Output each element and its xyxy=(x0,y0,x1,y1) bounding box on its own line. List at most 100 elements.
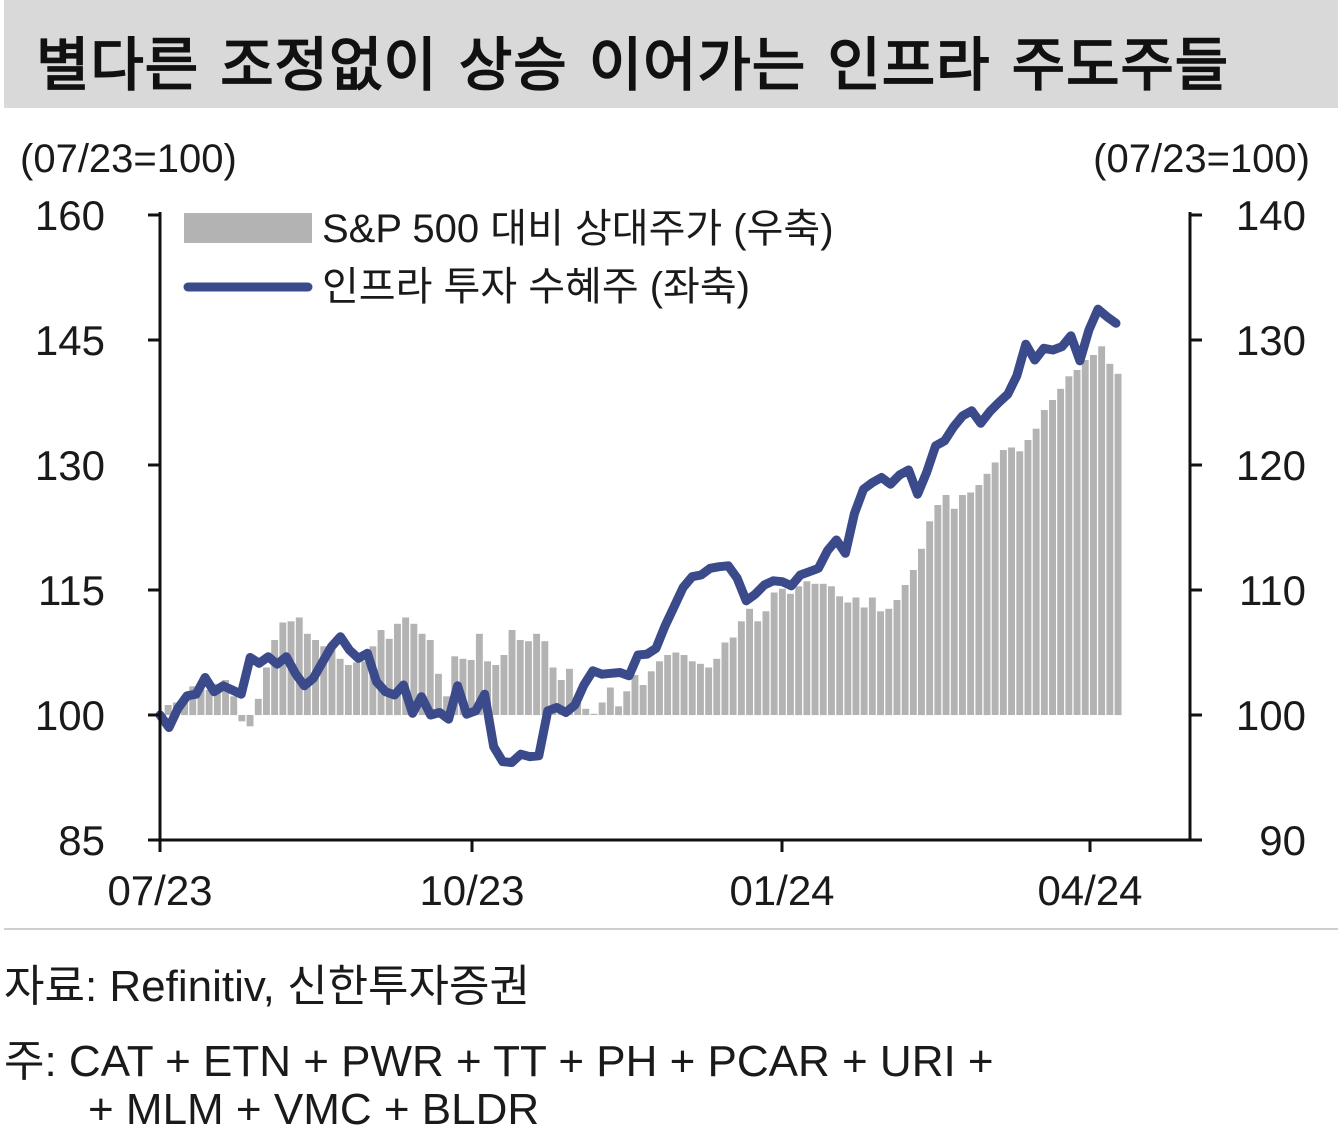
x-tick-label-3: 04/24 xyxy=(1037,867,1142,914)
bar-14 xyxy=(271,640,279,715)
bar-43 xyxy=(508,630,516,715)
bar-107 xyxy=(1032,428,1040,715)
bar-57 xyxy=(623,691,631,716)
bar-46 xyxy=(533,633,541,716)
x-tick-label-0: 07/23 xyxy=(107,867,212,914)
bar-9 xyxy=(230,696,238,716)
bar-45 xyxy=(525,641,532,715)
bar-60 xyxy=(647,671,655,716)
bar-30 xyxy=(402,617,410,715)
right-axis-unit: (07/23=100) xyxy=(1093,137,1310,181)
legend: S&P 500 대비 상대주가 (우축) 인프라 투자 수혜주 (좌축) xyxy=(183,207,834,309)
bar-42 xyxy=(500,655,508,715)
x-tick-label-2: 01/24 xyxy=(729,867,834,914)
bar-63 xyxy=(672,652,680,715)
bar-69 xyxy=(721,642,729,715)
left-tick-label-160: 160 xyxy=(35,192,105,239)
bar-22 xyxy=(336,658,344,716)
bar-67 xyxy=(705,667,713,715)
bar-4 xyxy=(189,686,197,716)
bar-25 xyxy=(361,661,369,716)
bar-103 xyxy=(999,450,1007,715)
bar-65 xyxy=(688,661,696,716)
bar-90 xyxy=(893,600,901,715)
bar-23 xyxy=(344,665,352,715)
legend-bar-swatch xyxy=(184,213,312,243)
right-tick-label-110: 110 xyxy=(1239,567,1306,614)
bar-54 xyxy=(598,702,606,715)
bar-8 xyxy=(222,680,229,715)
bar-84 xyxy=(844,602,852,715)
bar-101 xyxy=(983,473,991,716)
bar-113 xyxy=(1081,360,1089,715)
bar-79 xyxy=(803,581,811,716)
bar-48 xyxy=(549,667,557,715)
bar-97 xyxy=(950,508,958,716)
bar-83 xyxy=(836,596,844,716)
line-series-infra-stocks xyxy=(155,304,1121,767)
bar-64 xyxy=(680,655,688,715)
bar-68 xyxy=(713,658,721,716)
bar-40 xyxy=(484,661,491,716)
bar-58 xyxy=(631,675,639,715)
left-tick-label-100: 100 xyxy=(35,692,105,739)
left-tick-label-130: 130 xyxy=(35,442,105,489)
bar-49 xyxy=(557,680,565,715)
left-tick-label-115: 115 xyxy=(38,567,105,614)
bar-117 xyxy=(1114,373,1122,716)
title-bar xyxy=(4,0,1338,108)
bar-85 xyxy=(852,597,860,715)
bar-73 xyxy=(754,621,762,716)
bar-71 xyxy=(737,621,745,716)
constituents-note-line2: + MLM + VMC + BLDR xyxy=(88,1085,540,1134)
bar-72 xyxy=(746,608,753,716)
bar-66 xyxy=(697,663,704,715)
bar-34 xyxy=(435,673,442,716)
right-tick-label-100: 100 xyxy=(1236,692,1306,739)
left-tick-label-85: 85 xyxy=(58,817,105,864)
bar-92 xyxy=(909,570,917,715)
bar-109 xyxy=(1049,400,1056,715)
bar-5 xyxy=(197,687,205,715)
bar-6 xyxy=(205,690,213,715)
footer-divider xyxy=(4,928,1338,930)
bar-33 xyxy=(426,640,434,715)
bar-75 xyxy=(770,592,778,715)
bar-82 xyxy=(828,586,835,716)
bar-18 xyxy=(303,633,311,716)
bar-56 xyxy=(615,706,622,716)
left-axis-unit: (07/23=100) xyxy=(20,137,237,181)
bar-series-relative-price xyxy=(164,346,1122,727)
bar-95 xyxy=(934,505,942,715)
bar-81 xyxy=(819,583,827,716)
chart-title: 별다른 조정없이 상승 이어가는 인프라 주도주들 xyxy=(36,31,1230,99)
bar-99 xyxy=(967,492,975,715)
bar-76 xyxy=(778,588,786,716)
bar-35 xyxy=(443,696,450,716)
bar-100 xyxy=(975,485,983,715)
bar-55 xyxy=(606,687,614,715)
bar-108 xyxy=(1040,410,1048,715)
bar-29 xyxy=(394,623,401,716)
bar-15 xyxy=(279,622,287,715)
right-tick-label-90: 90 xyxy=(1259,817,1306,864)
bar-53 xyxy=(590,713,598,715)
bar-93 xyxy=(918,548,925,716)
bar-20 xyxy=(320,646,328,716)
bar-80 xyxy=(811,583,819,716)
bar-61 xyxy=(656,661,663,716)
axes: 160 145 130 115 100 85 140 130 120 110 100 90 07/23 1… xyxy=(35,192,1306,914)
bar-114 xyxy=(1090,355,1097,715)
bar-32 xyxy=(418,633,426,716)
bar-47 xyxy=(541,641,549,715)
legend-line-label: 인프라 투자 수혜주 (좌축) xyxy=(322,265,750,309)
bar-96 xyxy=(942,495,950,715)
bar-24 xyxy=(353,662,360,715)
bar-12 xyxy=(254,698,262,716)
bar-41 xyxy=(492,665,500,715)
right-tick-label-130: 130 xyxy=(1236,317,1306,364)
bar-78 xyxy=(795,586,803,716)
right-tick-label-120: 120 xyxy=(1236,442,1306,489)
bar-91 xyxy=(901,585,909,715)
bar-37 xyxy=(459,658,467,716)
